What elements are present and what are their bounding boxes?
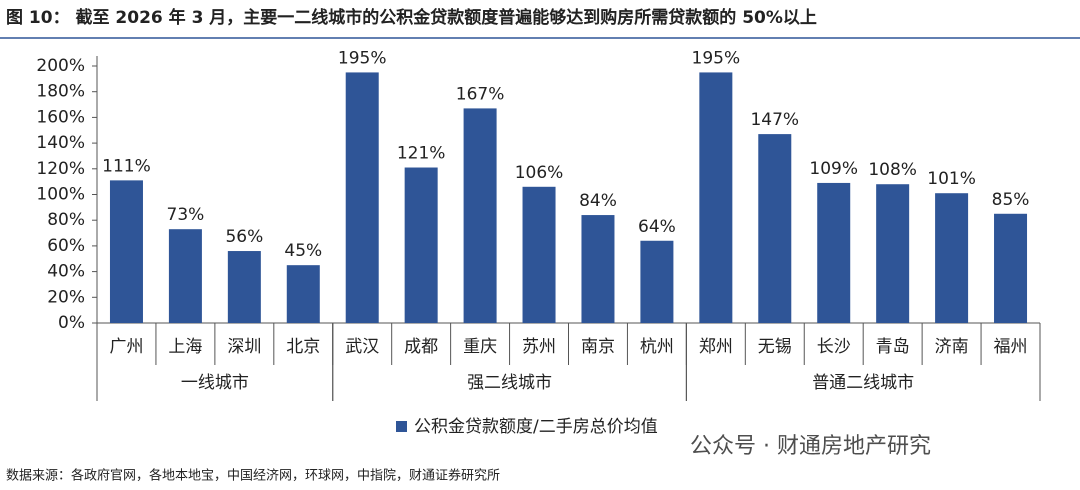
x-tick-label: 北京: [286, 337, 320, 357]
bar: [463, 108, 497, 323]
x-tick-label: 苏州: [522, 337, 556, 357]
value-label: 85%: [992, 190, 1030, 210]
bar: [876, 184, 910, 323]
x-tick-label: 无锡: [758, 337, 792, 357]
bar: [699, 72, 733, 323]
y-tick-label: 140%: [36, 133, 85, 153]
y-tick-label: 160%: [36, 107, 85, 127]
value-label: 73%: [167, 205, 205, 225]
legend-swatch: [396, 421, 407, 432]
x-tick-label: 南京: [581, 337, 615, 357]
value-label: 45%: [284, 241, 322, 261]
x-tick-label: 重庆: [463, 337, 497, 357]
x-tick-label: 深圳: [227, 337, 261, 357]
bar: [994, 213, 1028, 323]
group-label: 强二线城市: [467, 373, 552, 393]
y-tick-label: 200%: [36, 56, 85, 76]
bar: [109, 180, 143, 323]
value-label: 84%: [579, 191, 617, 211]
value-label: 106%: [515, 163, 564, 183]
x-tick-label: 武汉: [345, 337, 379, 357]
source-note: 数据来源：各政府官网，各地本地宝，中国经济网，环球网，中指院，财通证券研究所: [6, 468, 500, 484]
value-label: 195%: [338, 48, 387, 68]
legend-label: 公积金贷款额度/二手房总价均值: [414, 417, 658, 437]
value-label: 111%: [102, 156, 151, 176]
y-tick-label: 40%: [47, 262, 85, 282]
x-tick-label: 长沙: [817, 337, 851, 357]
value-label: 121%: [397, 144, 446, 164]
bar: [404, 167, 438, 323]
bar: [817, 182, 851, 323]
y-tick-label: 20%: [47, 287, 85, 307]
x-tick-label: 青岛: [876, 337, 910, 357]
y-tick-label: 180%: [36, 82, 85, 102]
value-label: 147%: [750, 110, 799, 130]
bar: [286, 265, 320, 323]
value-label: 109%: [809, 159, 858, 179]
value-label: 64%: [638, 217, 676, 237]
value-label: 195%: [692, 48, 741, 68]
bar: [345, 72, 379, 323]
chart-title: 图 10： 截至 2026 年 3 月，主要一二线城市的公积金贷款额度普遍能够达…: [6, 7, 817, 28]
y-tick-label: 120%: [36, 159, 85, 179]
x-tick-label: 济南: [935, 337, 969, 357]
bar: [522, 186, 556, 323]
group-label: 普通二线城市: [812, 373, 914, 393]
value-label: 101%: [927, 169, 976, 189]
bar: [581, 215, 615, 323]
bar: [935, 193, 969, 323]
bar: [227, 251, 261, 323]
value-label: 167%: [456, 84, 505, 104]
bar: [640, 240, 674, 323]
x-tick-label: 广州: [109, 337, 143, 357]
watermark: 公众号 · 财通房地产研究: [690, 434, 931, 459]
x-tick-label: 成都: [404, 337, 438, 357]
y-tick-label: 80%: [47, 210, 85, 230]
x-tick-label: 杭州: [640, 337, 674, 357]
x-tick-label: 郑州: [699, 337, 733, 357]
x-tick-label: 上海: [168, 337, 202, 357]
y-tick-label: 60%: [47, 236, 85, 256]
bar: [758, 134, 792, 323]
y-tick-label: 0%: [58, 313, 85, 333]
bar: [168, 229, 202, 323]
value-label: 108%: [868, 160, 917, 180]
group-label: 一线城市: [181, 373, 249, 393]
value-label: 56%: [225, 227, 263, 247]
y-tick-label: 100%: [36, 185, 85, 205]
x-tick-label: 福州: [994, 337, 1028, 357]
